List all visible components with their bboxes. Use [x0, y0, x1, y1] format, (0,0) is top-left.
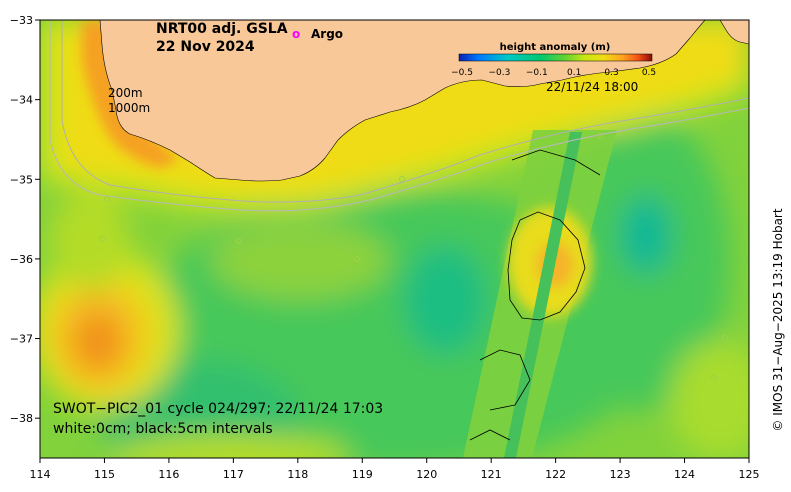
x-tick-label: 119 [352, 468, 373, 481]
copyright-credit: © IMOS 31−Aug−2025 13:19 Hobart [771, 208, 785, 431]
argo-float-marker [711, 375, 717, 381]
x-axis-longitude: 114 115 116 117 118 119 120 121 122 123 124 125 [30, 458, 760, 481]
argo-float-marker [597, 133, 603, 139]
argo-float-marker [354, 256, 360, 262]
contour-black [479, 349, 531, 411]
y-tick-label: −38 [10, 412, 33, 425]
x-tick-label: 125 [739, 468, 760, 481]
contour-black [511, 149, 601, 176]
swot-info-line1: SWOT−PIC2_01 cycle 024/297; 22/11/24 17:… [53, 401, 383, 417]
argo-float-marker [120, 455, 126, 458]
plot-frame [39, 19, 750, 459]
swot-swath [463, 130, 617, 458]
y-axis-latitude: −33 −34 −35 −36 −37 −38 [10, 14, 40, 425]
swot-info-line2: white:0cm; black:5cm intervals [53, 421, 273, 437]
y-tick-label: −33 [10, 14, 33, 27]
x-tick-label: 118 [287, 468, 308, 481]
timestamp-label: 22/11/24 18:00 [546, 80, 638, 94]
x-tick-label: 117 [223, 468, 244, 481]
isobath-1000m [49, 20, 749, 212]
argo-legend-label: Argo [311, 27, 343, 41]
argo-legend-marker: o [292, 27, 300, 41]
x-tick-label: 121 [481, 468, 502, 481]
argo-float-marker [99, 236, 105, 242]
land-australia-east [719, 20, 749, 45]
isobath-200m [61, 20, 749, 203]
y-tick-label: −37 [10, 333, 33, 346]
x-tick-label: 120 [416, 468, 437, 481]
argo-float-marker [104, 196, 110, 202]
argo-float-markers [99, 133, 728, 458]
swot-nadir-gap [504, 132, 582, 458]
colorbar-tick-label: 0.3 [604, 68, 618, 78]
colorbar-gradient [458, 53, 653, 62]
x-tick-label: 114 [30, 468, 51, 481]
argo-float-marker [236, 238, 242, 244]
y-tick-label: −35 [10, 173, 33, 186]
x-tick-label: 123 [610, 468, 631, 481]
contour-black [507, 211, 586, 321]
x-tick-label: 124 [674, 468, 695, 481]
x-tick-label: 116 [158, 468, 179, 481]
colorbar-title: height anomaly (m) [500, 42, 611, 53]
map-plot-area [40, 20, 749, 458]
argo-float-marker [722, 335, 728, 341]
map-title-line2: 22 Nov 2024 [156, 39, 255, 55]
contour-black [469, 429, 511, 441]
colorbar-tick-label: −0.1 [526, 68, 548, 78]
y-tick-label: −36 [10, 253, 33, 266]
colorbar: height anomaly (m) −0.5 −0.3 −0.1 0.1 0.3 0.5 [451, 42, 656, 78]
x-tick-label: 115 [94, 468, 115, 481]
argo-float-marker [399, 176, 405, 182]
colorbar-tick-label: 0.1 [567, 68, 581, 78]
colorbar-tick-label: 0.5 [642, 68, 656, 78]
map-title-line1: NRT00 adj. GSLA [156, 21, 288, 37]
contour-1000m-label: 1000m [108, 101, 150, 115]
y-tick-label: −34 [10, 94, 33, 107]
contour-200m-label: 200m [108, 86, 143, 100]
x-tick-label: 122 [545, 468, 566, 481]
colorbar-tick-label: −0.3 [488, 68, 510, 78]
colorbar-tick-label: −0.5 [451, 68, 473, 78]
